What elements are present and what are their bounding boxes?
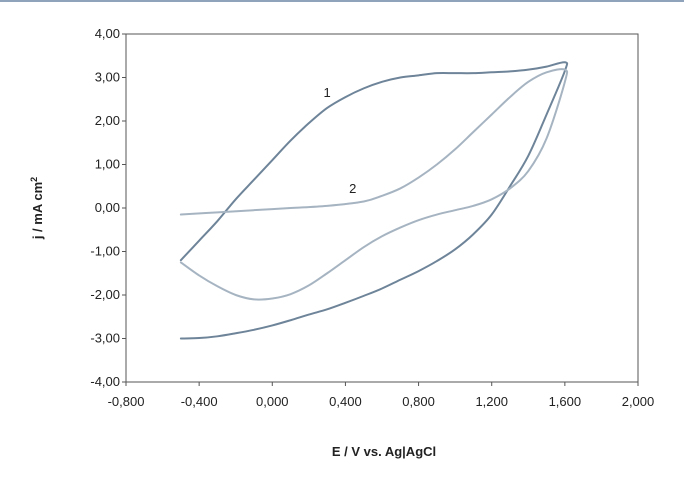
y-tick-label: -3,00 [90,331,120,346]
curve-labels: 12 [323,85,356,196]
y-tick-label: 4,00 [95,26,120,41]
y-tick-label: 1,00 [95,157,120,172]
series-2-label: 2 [349,181,356,196]
x-tick-label: -0,800 [108,394,145,409]
y-tick-label: 2,00 [95,113,120,128]
y-axis-title-main: j / mA cm [30,182,45,240]
y-tick-label: 3,00 [95,70,120,85]
y-axis: 4,00 3,00 2,00 1,00 0,00 -1,00 -2,00 -3,00 -4,00 [90,26,126,389]
x-tick-label: -0,400 [181,394,218,409]
x-tick-label: 1,600 [549,394,582,409]
y-axis-title-superscript: 2 [29,177,39,182]
plot-area-frame [125,33,639,383]
series-1-line [179,61,569,340]
x-tick-label: 0,800 [402,394,435,409]
x-tick-label: 2,000 [622,394,655,409]
y-tick-label: 0,00 [95,200,120,215]
x-tick-label: 1,200 [475,394,508,409]
top-divider [0,0,684,2]
series-layer [179,61,569,340]
y-tick-label: -2,00 [90,287,120,302]
y-tick-label: -4,00 [90,374,120,389]
y-tick-label: -1,00 [90,244,120,259]
series-2-line [179,68,569,301]
x-axis: -0,800 -0,400 0,000 0,400 0,800 1,200 1,600 2,0… [108,382,655,409]
y-axis-title-group: j / mA cm2 [29,177,45,240]
x-tick-label: 0,000 [256,394,289,409]
x-axis-title: E / V vs. Ag|AgCl [332,444,436,459]
x-tick-label: 0,400 [329,394,362,409]
y-axis-title: j / mA cm2 [29,177,45,240]
series-1-label: 1 [323,85,330,100]
